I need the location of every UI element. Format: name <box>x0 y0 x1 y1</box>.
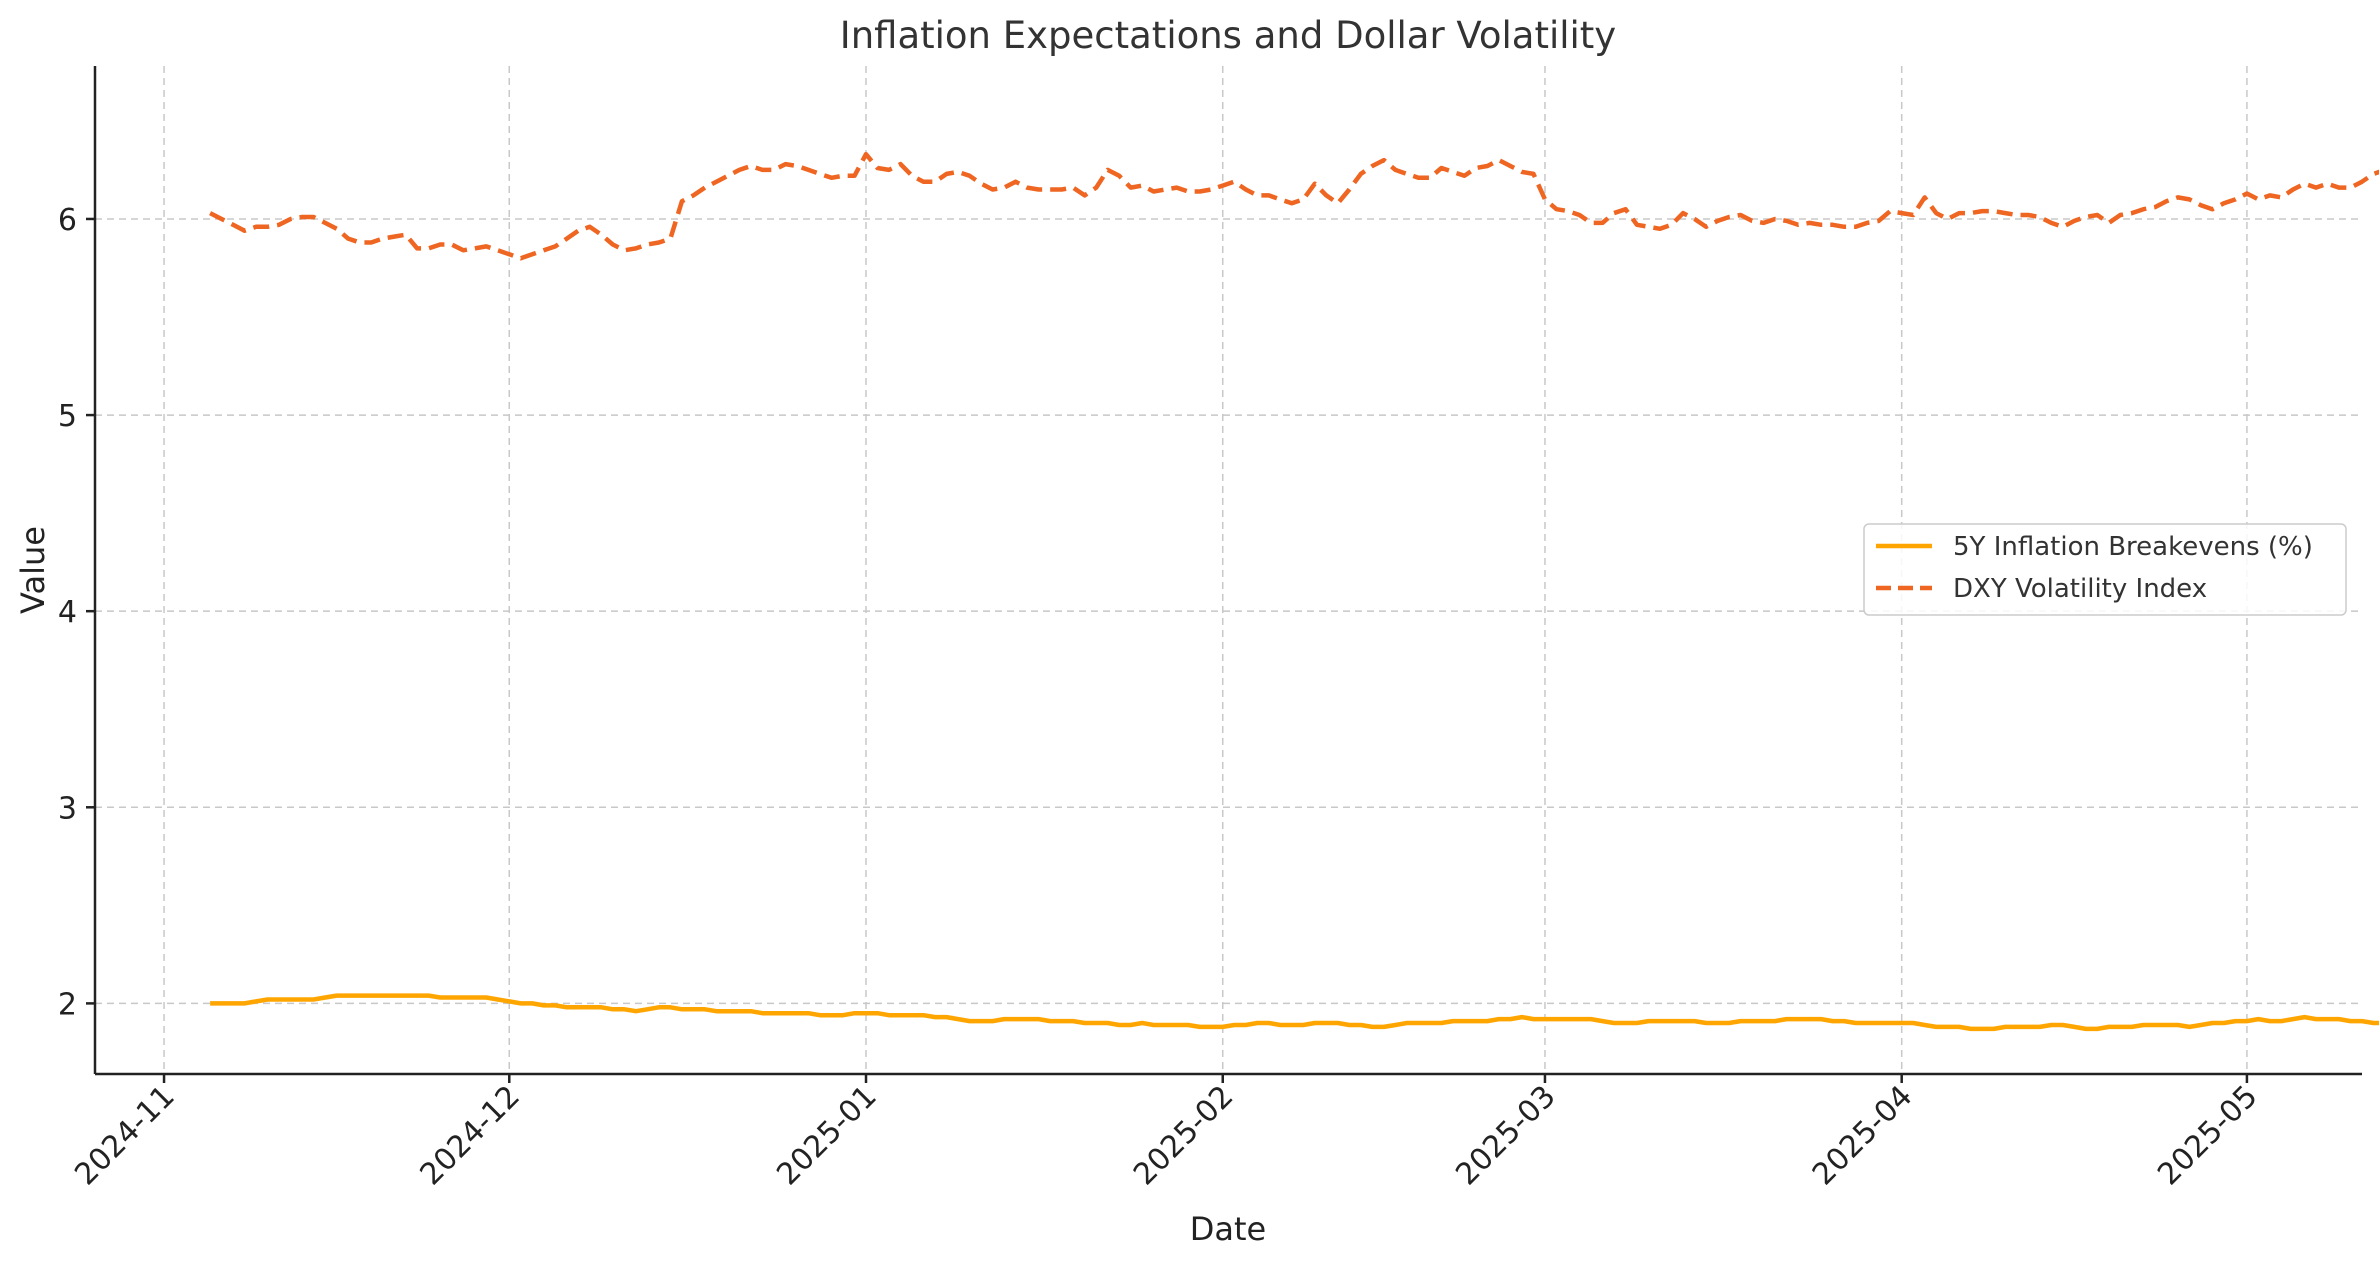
breakevens-line <box>210 993 2379 1032</box>
y-tick-label: 5 <box>58 399 77 434</box>
legend: 5Y Inflation Breakevens (%) DXY Volatili… <box>1863 523 2347 616</box>
legend-box <box>1863 523 2347 616</box>
legend-label-dxy: DXY Volatility Index <box>1953 574 2207 604</box>
y-axis-label: Value <box>14 526 52 614</box>
y-ticks: 2 3 4 5 6 <box>58 203 95 1022</box>
y-tick-label: 3 <box>58 791 77 826</box>
y-tick-label: 2 <box>58 987 77 1022</box>
plot-area <box>209 151 2379 1032</box>
y-tick-label: 4 <box>58 595 77 630</box>
chart-title: Inflation Expectations and Dollar Volati… <box>840 14 1616 57</box>
y-tick-label: 6 <box>58 203 77 238</box>
dxy-volatility-line <box>209 151 2379 261</box>
axes <box>93 66 2362 1076</box>
x-axis-label: Date <box>1190 1210 1266 1248</box>
legend-label-breakevens: 5Y Inflation Breakevens (%) <box>1953 532 2313 562</box>
